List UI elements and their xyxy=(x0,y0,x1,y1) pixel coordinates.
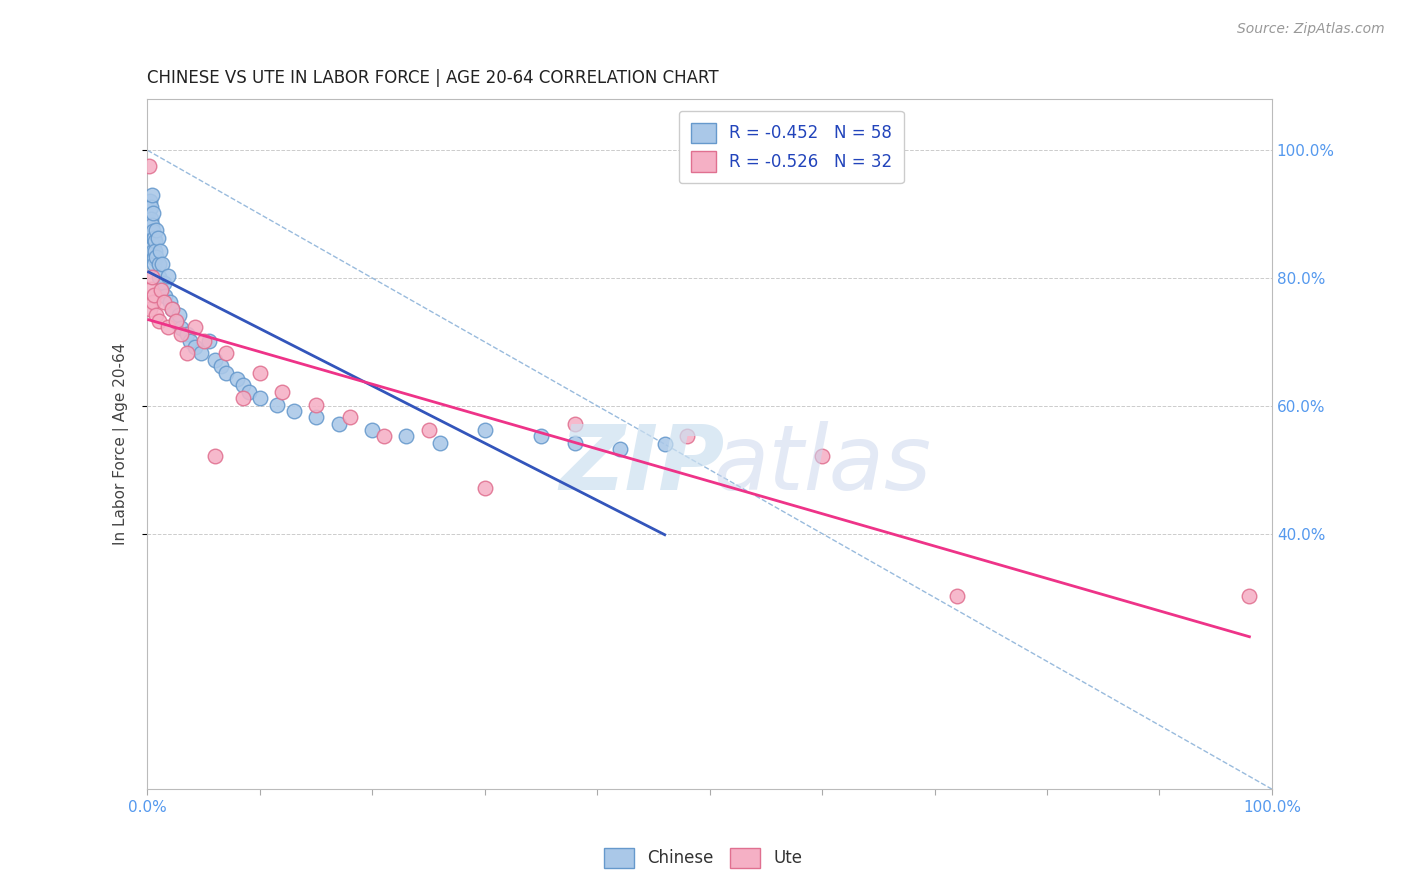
Point xyxy=(139,200,162,214)
Point xyxy=(143,288,166,302)
Point xyxy=(145,250,167,264)
Point xyxy=(1239,589,1261,603)
Point xyxy=(238,384,260,399)
Point xyxy=(156,269,179,284)
Point xyxy=(160,301,183,316)
Point xyxy=(176,327,198,342)
Point xyxy=(609,442,631,457)
Point xyxy=(142,224,165,238)
Point xyxy=(209,359,232,374)
Point xyxy=(266,398,288,412)
Point xyxy=(204,352,226,367)
Point xyxy=(654,437,676,451)
Point xyxy=(142,231,165,245)
Point xyxy=(145,308,167,322)
Point xyxy=(232,391,254,405)
Point xyxy=(215,346,238,360)
Point xyxy=(142,206,165,220)
Text: ZIP: ZIP xyxy=(560,421,725,508)
Text: atlas: atlas xyxy=(713,421,931,508)
Point xyxy=(339,410,361,425)
Point xyxy=(143,234,166,248)
Point xyxy=(198,334,221,348)
Point xyxy=(418,423,440,437)
Point xyxy=(139,227,162,241)
Point xyxy=(150,257,173,271)
Point xyxy=(141,188,163,202)
Point xyxy=(564,417,586,431)
Point xyxy=(328,417,350,431)
Point xyxy=(146,231,169,245)
Point xyxy=(148,257,170,271)
Point xyxy=(149,244,172,259)
Text: CHINESE VS UTE IN LABOR FORCE | AGE 20-64 CORRELATION CHART: CHINESE VS UTE IN LABOR FORCE | AGE 20-6… xyxy=(148,69,718,87)
Point xyxy=(283,404,305,418)
Point xyxy=(153,294,176,309)
Point xyxy=(153,276,176,290)
Point xyxy=(305,410,328,425)
Point xyxy=(474,481,496,495)
Point xyxy=(156,320,179,334)
Point xyxy=(946,589,969,603)
Point xyxy=(232,378,254,392)
Point xyxy=(179,334,201,348)
Point xyxy=(148,314,170,328)
Point xyxy=(142,294,165,309)
Point xyxy=(215,366,238,380)
Text: Source: ZipAtlas.com: Source: ZipAtlas.com xyxy=(1237,22,1385,37)
Point xyxy=(155,289,177,303)
Point xyxy=(143,244,166,259)
Point xyxy=(145,223,167,237)
Point xyxy=(474,423,496,437)
Point xyxy=(226,372,249,386)
Point xyxy=(530,429,553,443)
Point xyxy=(170,327,193,342)
Point xyxy=(190,346,212,360)
Point xyxy=(138,159,160,173)
Point xyxy=(138,204,160,219)
Y-axis label: In Labor Force | Age 20-64: In Labor Force | Age 20-64 xyxy=(114,343,129,545)
Point xyxy=(204,449,226,463)
Point xyxy=(160,301,183,316)
Point xyxy=(143,257,166,271)
Point xyxy=(143,251,166,265)
Point xyxy=(395,429,418,443)
Point xyxy=(271,384,294,399)
Legend: R = -0.452   N = 58, R = -0.526   N = 32: R = -0.452 N = 58, R = -0.526 N = 32 xyxy=(679,111,904,183)
Point xyxy=(676,429,699,443)
Point xyxy=(148,269,170,284)
Point xyxy=(138,194,160,209)
Point xyxy=(429,436,451,450)
Point xyxy=(165,314,187,328)
Point xyxy=(159,295,181,310)
Point xyxy=(143,231,166,245)
Point xyxy=(183,340,205,354)
Point xyxy=(138,301,160,316)
Point xyxy=(183,320,205,334)
Legend: Chinese, Ute: Chinese, Ute xyxy=(598,841,808,875)
Point xyxy=(141,269,163,284)
Point xyxy=(165,314,187,328)
Point xyxy=(564,436,586,450)
Point xyxy=(305,398,328,412)
Point xyxy=(139,211,162,226)
Point xyxy=(249,391,271,405)
Point xyxy=(149,283,172,297)
Point xyxy=(141,218,163,232)
Point xyxy=(170,321,193,335)
Point xyxy=(142,244,165,258)
Point xyxy=(167,308,190,322)
Point xyxy=(249,366,271,380)
Point xyxy=(193,334,215,348)
Point xyxy=(373,429,395,443)
Point xyxy=(138,217,160,231)
Point xyxy=(139,282,162,296)
Point xyxy=(811,449,834,463)
Point xyxy=(149,283,172,297)
Point xyxy=(361,423,384,437)
Point xyxy=(176,346,198,360)
Point xyxy=(141,235,163,250)
